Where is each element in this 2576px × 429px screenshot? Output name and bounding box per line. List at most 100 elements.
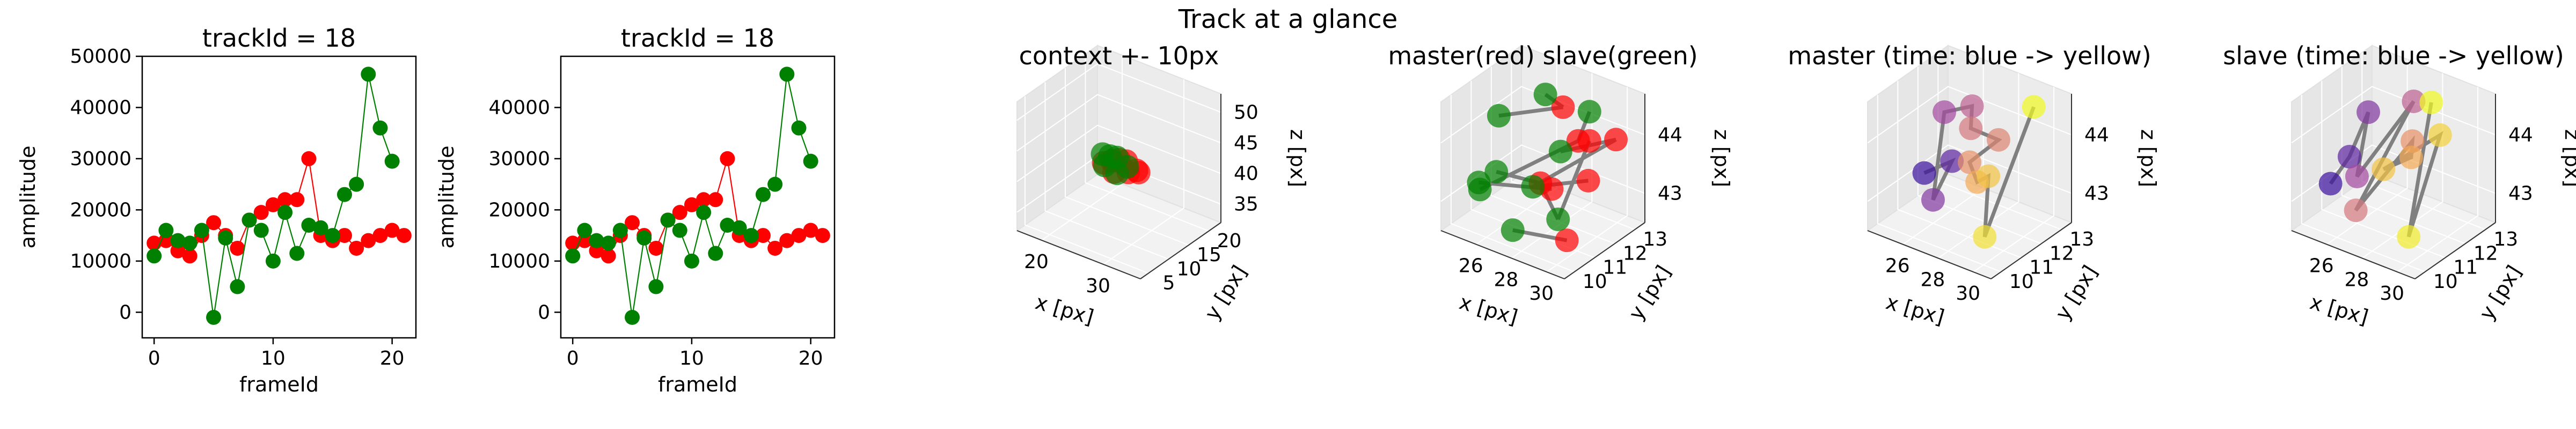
y-tick-label: 10 xyxy=(2433,271,2458,293)
data-point xyxy=(720,151,735,166)
grid-line xyxy=(1085,54,1209,232)
z-tick-label: 45 xyxy=(1234,132,1258,154)
data-point xyxy=(289,246,305,261)
data-point xyxy=(755,187,771,202)
match-link xyxy=(1556,140,1592,220)
data-point xyxy=(230,240,245,256)
data-point xyxy=(1973,225,1997,249)
data-point xyxy=(684,197,699,212)
data-point xyxy=(361,66,376,82)
data-point xyxy=(289,192,305,208)
data-point xyxy=(708,246,723,261)
grid-line xyxy=(1546,87,1628,272)
y-tick-label: 11 xyxy=(2453,257,2478,279)
grid-line xyxy=(1044,82,1169,260)
y-tick-label: 40000 xyxy=(70,97,131,119)
data-point xyxy=(2357,100,2381,124)
data-point xyxy=(1940,149,1964,173)
data-point xyxy=(803,153,818,169)
data-point xyxy=(277,205,293,220)
data-point xyxy=(1468,177,1492,202)
data-point xyxy=(625,215,640,231)
y-axis-line xyxy=(2414,222,2496,279)
data-point xyxy=(803,223,818,238)
y-tick-label: 20 xyxy=(1217,230,1242,252)
data-point xyxy=(696,205,712,220)
data-point xyxy=(601,235,616,251)
data-point xyxy=(779,233,795,248)
data-point xyxy=(1540,177,1564,201)
y-axis-line xyxy=(1564,222,1645,279)
x-tick-label: 28 xyxy=(1494,269,1519,291)
series-line-slave xyxy=(572,74,811,317)
data-point xyxy=(384,223,400,238)
data-point xyxy=(1933,100,1957,124)
data-point xyxy=(147,248,162,264)
y-axis-label: amplitude xyxy=(16,145,40,248)
y-tick-label: 20000 xyxy=(488,199,550,221)
y-axis-line xyxy=(1990,222,2072,279)
data-point xyxy=(301,151,317,166)
data-point xyxy=(230,279,245,294)
data-point xyxy=(767,176,783,192)
data-point xyxy=(672,205,687,220)
data-point xyxy=(1921,188,1945,212)
data-point xyxy=(265,197,281,212)
y-axis-label: y [px] xyxy=(1624,261,1675,324)
data-point xyxy=(2337,145,2361,169)
grid-line xyxy=(1016,94,1221,152)
data-point xyxy=(372,228,388,243)
y-axis-label: y [px] xyxy=(1200,261,1252,324)
grid-line xyxy=(2301,94,2426,272)
data-point xyxy=(767,240,783,256)
figure-suptitle: Track at a glance xyxy=(1178,4,1398,34)
x-tick-label: 28 xyxy=(1921,269,1945,291)
x-axis-label: frameId xyxy=(658,373,737,396)
data-point xyxy=(2345,165,2369,189)
data-point xyxy=(791,228,807,243)
data-point xyxy=(384,153,400,169)
data-point xyxy=(170,233,186,248)
data-point xyxy=(2419,90,2443,114)
data-point xyxy=(1577,100,1601,124)
x-tick-label: 10 xyxy=(261,347,286,369)
data-point xyxy=(708,192,723,208)
chart-title: slave (time: blue -> yellow) xyxy=(2223,41,2564,70)
y-tick-label: 10 xyxy=(1177,258,1202,280)
data-point xyxy=(218,230,233,246)
data-point xyxy=(2399,145,2423,169)
z-axis-label: z [px] xyxy=(1286,129,1309,187)
z-tick-label: 44 xyxy=(2084,124,2109,146)
data-point xyxy=(1546,208,1570,232)
data-point xyxy=(648,279,664,294)
data-point xyxy=(325,228,340,243)
data-point xyxy=(1115,155,1139,179)
grid-line xyxy=(1103,79,1184,265)
grid-line xyxy=(1937,73,2019,259)
x-axis-line xyxy=(1867,230,1992,279)
data-point xyxy=(2022,95,2046,119)
grid-line xyxy=(1511,53,1635,231)
y-tick-label: 50000 xyxy=(70,46,131,68)
chart-title: context +- 10px xyxy=(1019,41,1219,70)
z-tick-label: 44 xyxy=(1658,124,1682,146)
data-point xyxy=(313,220,328,235)
data-point xyxy=(684,253,699,269)
x-tick-label: 30 xyxy=(1956,283,1980,305)
y-tick-label: 0 xyxy=(538,301,550,323)
y-tick-label: 13 xyxy=(2493,228,2518,250)
data-point xyxy=(815,228,830,243)
line-chart-1: trackId = 18 frameId amplitude 0 10 20 0 10000 2… xyxy=(16,24,417,396)
grid-line xyxy=(1016,124,1221,182)
data-point xyxy=(361,233,376,248)
data-point xyxy=(696,192,712,208)
z-tick-label: 43 xyxy=(2508,182,2533,204)
grid-line xyxy=(1024,96,1149,274)
data-point xyxy=(194,223,209,238)
data-point xyxy=(1533,83,1557,107)
y-tick-label: 10000 xyxy=(488,250,550,272)
chart-title: master(red) slave(green) xyxy=(1388,41,1697,70)
data-point xyxy=(743,228,759,243)
y-tick-label: 40000 xyxy=(488,97,550,119)
